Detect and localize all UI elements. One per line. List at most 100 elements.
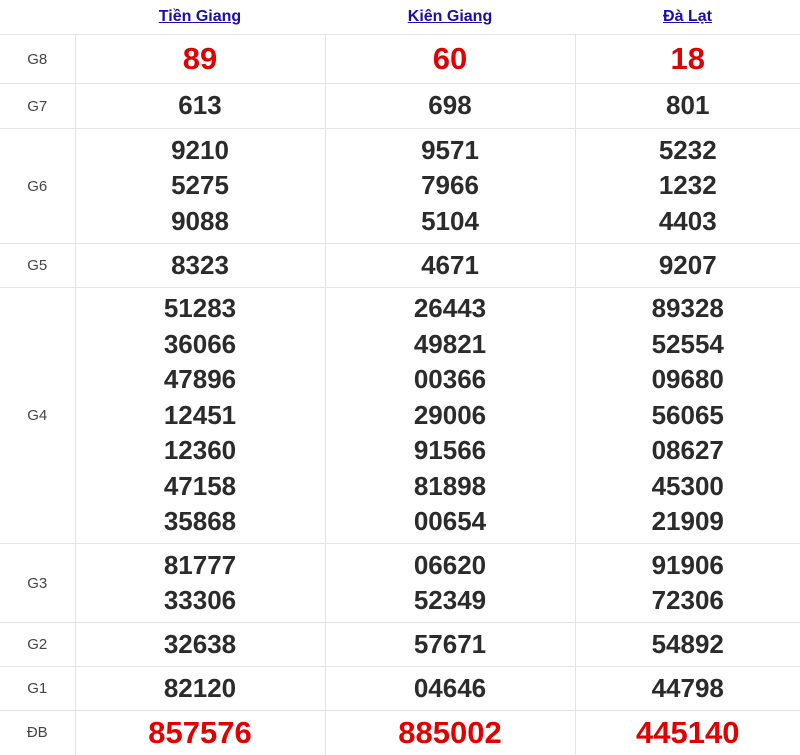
province-header: Tiền Giang bbox=[75, 0, 325, 35]
result-number: 4403 bbox=[576, 204, 800, 240]
result-number: 18 bbox=[576, 41, 800, 77]
prize-label: G8 bbox=[0, 35, 75, 84]
result-number: 91906 bbox=[576, 548, 800, 584]
province-header: Kiên Giang bbox=[325, 0, 575, 35]
result-number: 89 bbox=[76, 41, 325, 77]
result-number: 9207 bbox=[576, 248, 800, 284]
result-number: 52349 bbox=[326, 583, 575, 619]
result-cell: 9207 bbox=[575, 244, 800, 288]
result-number: 00654 bbox=[326, 504, 575, 540]
province-link-kien-giang[interactable]: Kiên Giang bbox=[408, 8, 492, 25]
result-number: 47158 bbox=[76, 469, 325, 505]
result-number: 36066 bbox=[76, 327, 325, 363]
result-number: 44798 bbox=[576, 671, 800, 707]
result-number: 33306 bbox=[76, 583, 325, 619]
result-number: 29006 bbox=[326, 398, 575, 434]
result-cell: 18 bbox=[575, 35, 800, 84]
prize-label: G3 bbox=[0, 544, 75, 623]
result-number: 81898 bbox=[326, 469, 575, 505]
header-row: Tiền Giang Kiên Giang Đà Lạt bbox=[0, 0, 800, 35]
province-header: Đà Lạt bbox=[575, 0, 800, 35]
result-number: 26443 bbox=[326, 291, 575, 327]
result-number: 9210 bbox=[76, 133, 325, 169]
result-number: 04646 bbox=[326, 671, 575, 707]
result-number: 8323 bbox=[76, 248, 325, 284]
result-cell: 57671 bbox=[325, 623, 575, 667]
result-number: 89328 bbox=[576, 291, 800, 327]
result-cell: 82120 bbox=[75, 667, 325, 711]
result-number: 4671 bbox=[326, 248, 575, 284]
result-number: 12360 bbox=[76, 433, 325, 469]
result-number: 445140 bbox=[576, 715, 800, 751]
result-cell: 89 bbox=[75, 35, 325, 84]
result-number: 12451 bbox=[76, 398, 325, 434]
result-number: 47896 bbox=[76, 362, 325, 398]
result-cell: 8323 bbox=[75, 244, 325, 288]
result-number: 72306 bbox=[576, 583, 800, 619]
result-number: 21909 bbox=[576, 504, 800, 540]
prize-label: G2 bbox=[0, 623, 75, 667]
result-cell: 445140 bbox=[575, 711, 800, 755]
prize-label: G6 bbox=[0, 129, 75, 244]
result-cell: 4671 bbox=[325, 244, 575, 288]
result-number: 613 bbox=[76, 88, 325, 124]
result-number: 7966 bbox=[326, 168, 575, 204]
result-number: 35868 bbox=[76, 504, 325, 540]
prize-label: G5 bbox=[0, 244, 75, 288]
result-number: 801 bbox=[576, 88, 800, 124]
result-number: 5232 bbox=[576, 133, 800, 169]
prize-label: G1 bbox=[0, 667, 75, 711]
result-number: 00366 bbox=[326, 362, 575, 398]
result-number: 9088 bbox=[76, 204, 325, 240]
result-number: 45300 bbox=[576, 469, 800, 505]
result-cell: 613 bbox=[75, 84, 325, 129]
result-number: 82120 bbox=[76, 671, 325, 707]
result-number: 81777 bbox=[76, 548, 325, 584]
result-cell: 698 bbox=[325, 84, 575, 129]
prize-label: ĐB bbox=[0, 711, 75, 755]
prize-label: G7 bbox=[0, 84, 75, 129]
result-number: 08627 bbox=[576, 433, 800, 469]
result-cell: 32638 bbox=[75, 623, 325, 667]
result-number: 06620 bbox=[326, 548, 575, 584]
result-cell: 885002 bbox=[325, 711, 575, 755]
result-cell: 44798 bbox=[575, 667, 800, 711]
result-cell: 801 bbox=[575, 84, 800, 129]
result-number: 9571 bbox=[326, 133, 575, 169]
result-number: 49821 bbox=[326, 327, 575, 363]
result-cell: 60 bbox=[325, 35, 575, 84]
result-number: 09680 bbox=[576, 362, 800, 398]
result-number: 1232 bbox=[576, 168, 800, 204]
province-link-tien-giang[interactable]: Tiền Giang bbox=[159, 8, 241, 25]
result-cell: 04646 bbox=[325, 667, 575, 711]
result-number: 32638 bbox=[76, 627, 325, 663]
result-number: 54892 bbox=[576, 627, 800, 663]
province-link-da-lat[interactable]: Đà Lạt bbox=[663, 8, 712, 25]
prize-label: G4 bbox=[0, 288, 75, 544]
result-number: 91566 bbox=[326, 433, 575, 469]
result-cell: 54892 bbox=[575, 623, 800, 667]
result-cell: 857576 bbox=[75, 711, 325, 755]
result-number: 5275 bbox=[76, 168, 325, 204]
result-number: 857576 bbox=[76, 715, 325, 751]
result-number: 60 bbox=[326, 41, 575, 77]
result-number: 51283 bbox=[76, 291, 325, 327]
result-number: 57671 bbox=[326, 627, 575, 663]
